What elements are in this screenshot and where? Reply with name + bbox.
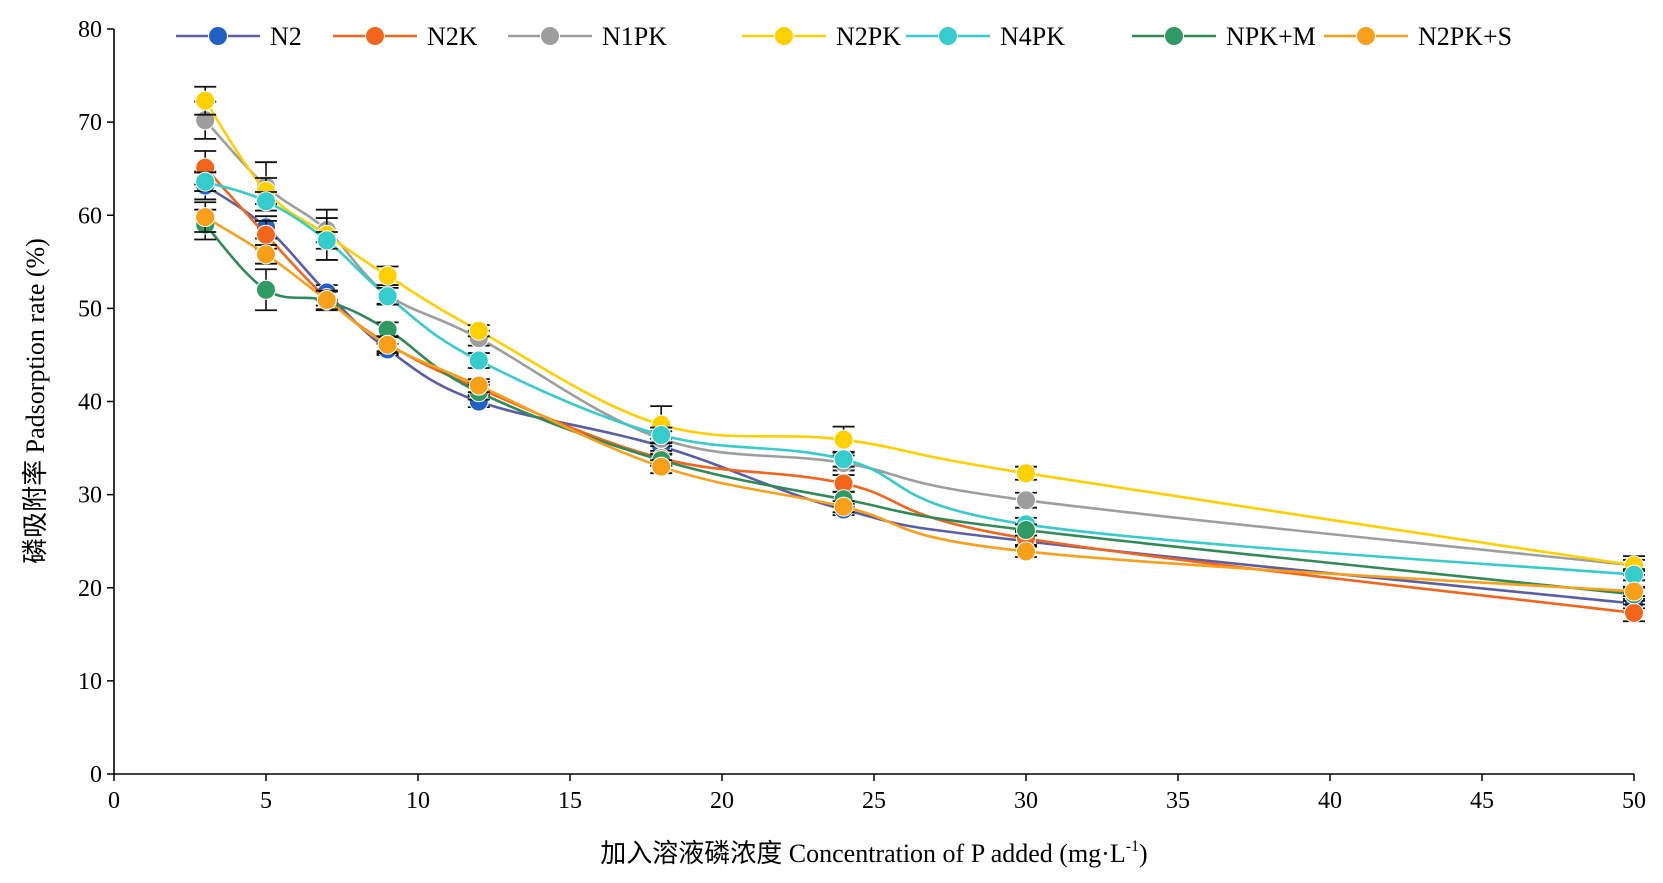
legend-marker-n2 <box>208 26 228 46</box>
y-tick-label-0: 0 <box>90 762 102 788</box>
legend-item-n2: N2 <box>176 22 302 51</box>
data-point-n2pk-s-5 <box>651 456 672 477</box>
x-tick-label-30: 30 <box>1014 788 1038 814</box>
data-point-n2pk-4 <box>468 320 489 341</box>
legend-label-n2pk: N2PK <box>836 22 901 51</box>
series-n2k <box>194 150 1645 623</box>
data-point-n4pk-3 <box>377 286 398 307</box>
data-point-n4pk-4 <box>468 350 489 371</box>
series-n1pk <box>194 100 1645 576</box>
y-tick-label-40: 40 <box>78 390 102 416</box>
legend-label-n2k: N2K <box>427 22 478 51</box>
legend-marker-npk-m <box>1164 26 1184 46</box>
legend-label-npk-m: NPK+M <box>1226 22 1316 51</box>
x-axis-title-close: ) <box>1139 839 1148 868</box>
y-tick-label-10: 10 <box>78 669 102 695</box>
legend-item-npk-m: NPK+M <box>1132 22 1316 51</box>
y-tick-label-80: 80 <box>78 17 102 43</box>
data-point-n2k-1 <box>256 224 276 245</box>
series-n2 <box>194 170 1645 614</box>
data-point-n2pk-6 <box>833 429 854 450</box>
legend-label-n2pk-s: N2PK+S <box>1418 22 1512 51</box>
x-axis-title-main: 加入溶液磷浓度 Concentration of P added (mg·L <box>600 839 1125 868</box>
legend-label-n2: N2 <box>270 22 302 51</box>
x-axis-title: 加入溶液磷浓度 Concentration of P added (mg·L-1… <box>600 838 1147 868</box>
legend-item-n2k: N2K <box>333 22 478 51</box>
data-point-n4pk-5 <box>651 425 672 446</box>
series-layer <box>194 85 1645 623</box>
data-point-n2pk-7 <box>1016 463 1036 484</box>
data-point-npk-m-1 <box>256 279 276 300</box>
data-point-n4pk-1 <box>256 191 276 212</box>
data-point-n2pk-3 <box>377 265 398 286</box>
data-point-n1pk-7 <box>1016 490 1036 511</box>
data-point-n2pk-s-2 <box>316 289 337 310</box>
y-ticks: 0 10 20 30 40 50 60 70 80 <box>78 17 114 788</box>
series-line-n2k <box>204 166 1635 615</box>
data-point-npk-m-7 <box>1016 520 1036 541</box>
series-line-n1pk <box>204 119 1635 567</box>
legend-label-n1pk: N1PK <box>602 22 667 51</box>
x-tick-label-5: 5 <box>260 788 272 814</box>
data-point-n2pk-s-7 <box>1016 541 1036 562</box>
y-tick-label-30: 30 <box>78 483 102 509</box>
data-point-n2pk-s-8 <box>1624 581 1644 602</box>
legend-item-n4pk: N4PK <box>906 22 1065 51</box>
y-tick-label-60: 60 <box>78 203 102 229</box>
y-tick-label-50: 50 <box>78 296 102 322</box>
x-tick-label-15: 15 <box>558 788 582 814</box>
data-point-n2pk-s-0 <box>195 207 216 228</box>
series-n2pk <box>194 85 1645 576</box>
legend-marker-n2pk-s <box>1356 26 1376 46</box>
axes <box>113 29 1634 775</box>
legend-label-n4pk: N4PK <box>1000 22 1065 51</box>
data-point-n2k-8 <box>1624 602 1644 623</box>
legend-item-n1pk: N1PK <box>508 22 667 51</box>
data-point-n2pk-s-4 <box>468 375 489 396</box>
series-line-n2 <box>204 184 1635 605</box>
data-point-n2pk-0 <box>195 90 216 111</box>
data-point-n4pk-8 <box>1624 564 1644 585</box>
data-point-n2pk-s-6 <box>833 496 854 517</box>
y-tick-label-20: 20 <box>78 576 102 602</box>
x-tick-label-10: 10 <box>406 788 430 814</box>
x-tick-label-40: 40 <box>1318 788 1342 814</box>
y-tick-label-70: 70 <box>78 110 102 136</box>
x-tick-label-45: 45 <box>1470 788 1494 814</box>
x-ticks: 0 5 10 15 20 25 30 35 40 45 50 <box>108 774 1646 814</box>
legend-marker-n2k <box>365 26 385 46</box>
legend-marker-n2pk <box>774 26 794 46</box>
data-point-n2pk-s-3 <box>377 334 398 355</box>
legend-item-n2pk-s: N2PK+S <box>1324 22 1512 51</box>
data-point-n4pk-6 <box>833 449 854 470</box>
series-line-n2pk-s <box>204 216 1635 593</box>
series-n4pk <box>194 171 1645 585</box>
legend-item-n2pk: N2PK <box>742 22 901 51</box>
data-point-n2pk-s-1 <box>256 244 276 265</box>
x-tick-label-20: 20 <box>710 788 734 814</box>
x-tick-label-35: 35 <box>1166 788 1190 814</box>
legend-marker-n4pk <box>938 26 958 46</box>
legend: N2 N2K N1PK N2PK N4PK NPK+M N2PK+S <box>176 22 1512 51</box>
x-axis-title-sup: -1 <box>1126 838 1139 855</box>
x-tick-label-25: 25 <box>862 788 886 814</box>
data-point-n4pk-2 <box>316 230 337 251</box>
x-tick-label-50: 50 <box>1622 788 1646 814</box>
series-line-npk-m <box>204 223 1635 596</box>
x-tick-label-0: 0 <box>108 788 120 814</box>
data-point-n4pk-0 <box>195 171 216 192</box>
series-n2pk-s <box>194 201 1645 602</box>
series-line-n2pk <box>204 99 1635 567</box>
y-axis-title: 磷吸附率 Padsorption rate (%) <box>21 238 50 564</box>
legend-marker-n1pk <box>540 26 560 46</box>
